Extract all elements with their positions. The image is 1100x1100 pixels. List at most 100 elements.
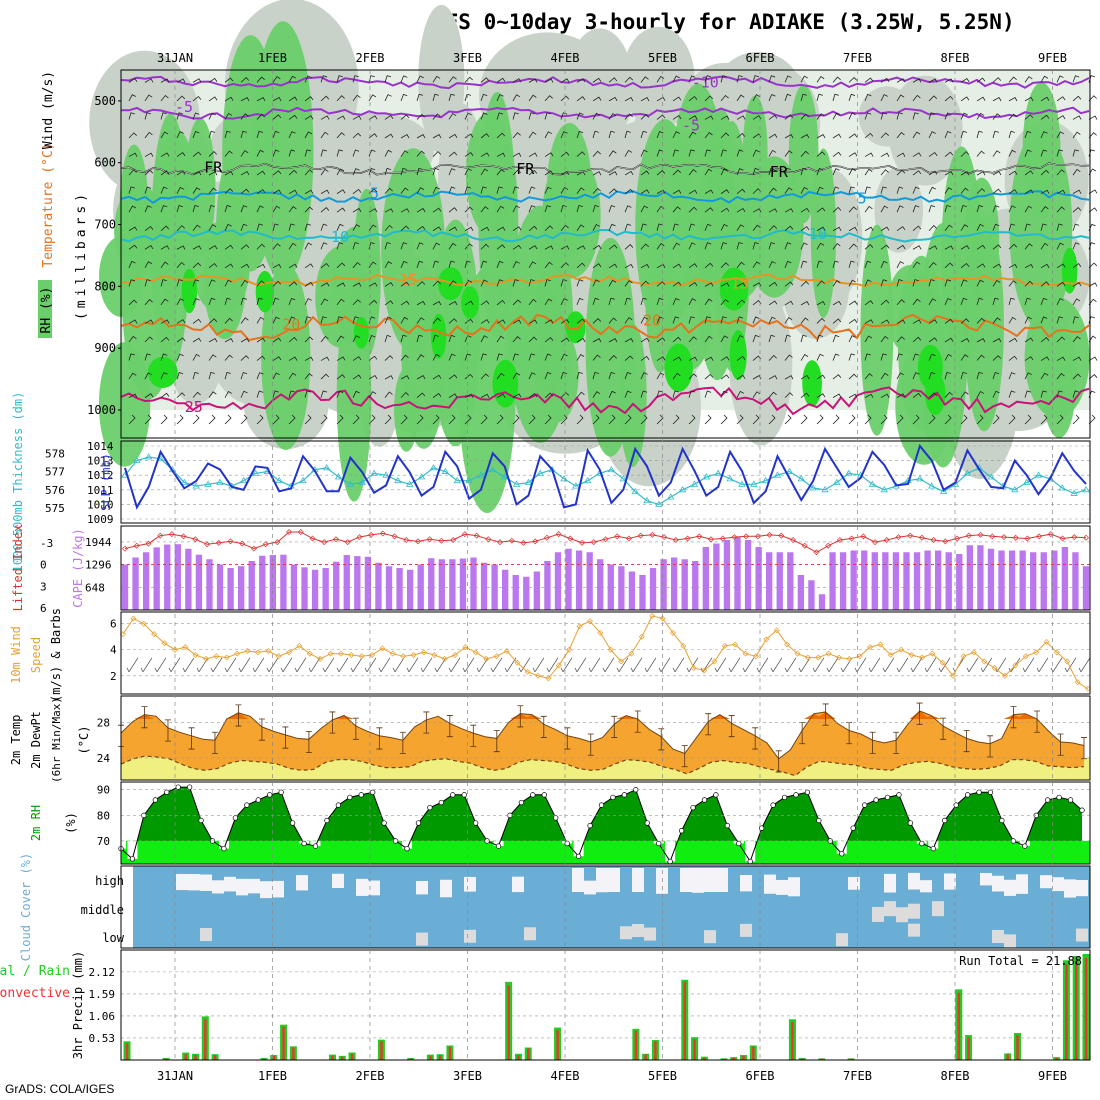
rh2m-point — [495, 843, 502, 849]
lifted-index-point — [590, 539, 597, 546]
date-label-top: 6FEB — [746, 51, 775, 65]
wind-barb — [928, 298, 937, 306]
wind-barb — [480, 335, 488, 343]
precip-convective-bar — [1016, 1035, 1019, 1060]
thickness-point — [489, 465, 497, 473]
thickness-point — [382, 471, 390, 478]
wind-barb — [688, 169, 697, 176]
rh2m-tick-label: 70 — [97, 835, 110, 848]
cloud-gap-high — [1064, 879, 1076, 898]
rh-moist-region — [381, 148, 446, 353]
rh2m-point — [244, 802, 250, 808]
wind-barb — [816, 300, 826, 306]
wind-barb — [816, 93, 823, 102]
wind-barb — [352, 132, 362, 139]
wind-speed-point — [151, 631, 158, 638]
thickness-point — [714, 469, 722, 476]
wind-barb — [592, 354, 601, 361]
wind-barb — [1056, 373, 1065, 380]
wind-barb — [192, 78, 202, 83]
lifted-index-point — [332, 536, 339, 543]
wind-barb — [224, 150, 233, 157]
wind-barb — [1072, 336, 1081, 343]
surface-wind-barb — [704, 414, 712, 425]
temp-minmax-whisker — [940, 717, 947, 740]
wind-speed-point — [389, 650, 396, 657]
wind-barb — [816, 134, 826, 139]
wind-barb — [608, 338, 618, 343]
cloud-gap-high — [224, 876, 236, 892]
temp-line — [120, 710, 1085, 760]
lifted-index-point — [813, 549, 820, 556]
date-label-top: 7FEB — [843, 51, 872, 65]
wind-barb — [752, 94, 760, 102]
surface-wind-barb — [128, 414, 136, 425]
rh2m-point — [621, 792, 628, 798]
wind-barb — [256, 263, 266, 269]
wind-barb — [624, 371, 632, 380]
wind-barb — [512, 169, 521, 176]
wind-barb — [960, 262, 970, 269]
wind-barb — [1040, 297, 1048, 306]
wind-barb — [320, 131, 329, 139]
wind-barb — [512, 353, 519, 361]
wind-barb — [1040, 149, 1048, 157]
cloud-gap-low — [1004, 934, 1016, 948]
wind-barb — [432, 242, 440, 250]
wind-speed-point — [306, 650, 313, 657]
wind-barb — [176, 337, 186, 343]
wind-barb — [608, 390, 616, 398]
surface-wind-barb — [992, 414, 1000, 425]
wind-barb — [496, 169, 505, 176]
temp-minmax-whisker — [681, 745, 688, 768]
wind-barb — [704, 390, 712, 398]
cape-bar — [121, 564, 129, 610]
thickness-line — [124, 456, 1087, 506]
rh-moist-region — [261, 263, 311, 451]
wind-barb — [864, 112, 872, 120]
wind-barb — [768, 334, 776, 343]
wind-barb — [160, 279, 167, 287]
wind-barb — [240, 170, 250, 176]
wind-barb — [624, 113, 633, 120]
wind-barb — [304, 115, 314, 120]
wind-speed-point — [701, 667, 708, 674]
cloud-gap-high — [944, 873, 956, 890]
wind-barb — [640, 205, 648, 213]
wind-barb — [864, 93, 872, 102]
isotherm-label: -5 — [175, 98, 193, 116]
wind-barb — [384, 75, 392, 83]
wind-barb — [672, 149, 680, 157]
wind-barb — [592, 391, 601, 398]
wind-barb — [1024, 114, 1034, 120]
wind-barb — [960, 371, 967, 380]
wind-barb — [464, 300, 474, 306]
pressure-tick-label: 900 — [94, 341, 116, 355]
wind-barb-10m — [560, 657, 573, 673]
precip-legend-total: Total / Rain — [0, 964, 70, 979]
wind-barb — [256, 130, 264, 139]
cloud-gap-low — [464, 929, 476, 943]
wind-barb — [880, 152, 890, 157]
wind-barb — [944, 112, 952, 120]
wind-barb — [736, 390, 744, 398]
wind-barb — [544, 279, 551, 287]
wind-barb — [880, 279, 888, 287]
wind-barb — [784, 334, 791, 343]
rh2m-point — [221, 845, 227, 852]
wind-barb — [368, 224, 377, 231]
cloud-gap-high — [680, 868, 692, 892]
wind-barb — [128, 260, 136, 268]
wind-barb — [384, 375, 394, 380]
wind-barb — [480, 373, 489, 380]
wind-barb — [288, 356, 298, 361]
wind-barb — [528, 372, 536, 380]
cape-bar — [1061, 547, 1069, 610]
wind-barb — [640, 76, 649, 83]
wind-barb — [384, 334, 392, 343]
wind-barb — [256, 170, 266, 176]
wind-barb — [304, 373, 313, 380]
wind-barb — [768, 281, 778, 287]
precip-convective-bar — [507, 985, 510, 1060]
wind-barb — [336, 374, 346, 380]
